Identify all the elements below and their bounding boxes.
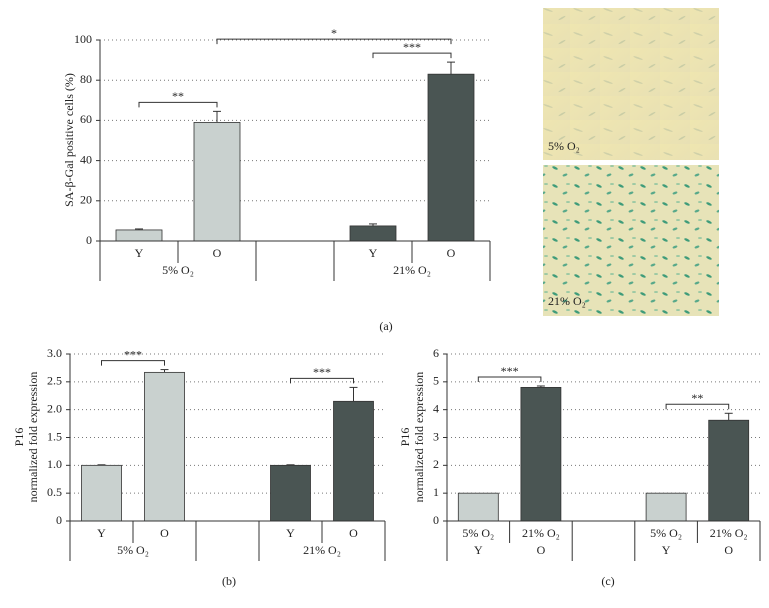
x-tick-label: Y (135, 246, 144, 260)
significance-bracket (216, 38, 452, 45)
x-tick-label: Y (286, 526, 295, 540)
micrograph (543, 8, 719, 160)
bar (520, 386, 562, 522)
significance-bracket (372, 52, 452, 59)
image-label: 5% O₂ (548, 139, 580, 153)
y-tick-label: 1.5 (47, 429, 62, 443)
x-tick-label: Y (369, 246, 378, 260)
significance-label: ** (172, 89, 184, 103)
y-axis-label: P16 (12, 428, 26, 447)
y-tick-label: 0 (433, 513, 439, 527)
significance-label: *** (313, 365, 331, 379)
significance-label: *** (403, 40, 421, 54)
bar (115, 229, 163, 242)
panel-caption: (c) (601, 574, 614, 588)
micrograph (543, 165, 719, 316)
y-tick-label: 1 (433, 485, 439, 499)
y-tick-label: 80 (80, 72, 92, 86)
y-tick-label: 3.0 (47, 346, 62, 360)
y-tick-label: 3 (433, 429, 439, 443)
group-label: 5% O₂ (117, 543, 149, 557)
y-tick-label: 60 (80, 112, 92, 126)
x-tick-label: O (537, 543, 546, 557)
y-tick-label: 6 (433, 346, 439, 360)
panel-caption: (a) (379, 319, 392, 333)
bar (349, 225, 397, 242)
significance-label: ** (691, 391, 703, 405)
significance-bracket (665, 403, 730, 410)
y-tick-label: 20 (80, 193, 92, 207)
y-tick-label: 40 (80, 152, 92, 166)
bar (645, 492, 687, 522)
x-tick-label: O (447, 246, 456, 260)
y-tick-label: 0.5 (47, 485, 62, 499)
y-axis-label: SA-β-Gal positive cells (%) (62, 73, 76, 207)
significance-label: * (331, 26, 337, 40)
y-tick-label: 2.5 (47, 374, 62, 388)
condition-label: 5% O₂ (462, 526, 494, 540)
y-tick-label: 4 (433, 401, 439, 415)
bar (457, 492, 499, 522)
y-tick-label: 1.0 (47, 457, 62, 471)
y-axis-label: normalized fold expression (412, 372, 426, 503)
significance-bracket (290, 377, 354, 384)
significance-label: *** (501, 364, 519, 378)
condition-label: 5% O₂ (650, 526, 682, 540)
significance-bracket (138, 101, 218, 108)
x-tick-label: Y (97, 526, 106, 540)
x-tick-label: Y (662, 543, 671, 557)
y-tick-label: 2 (433, 457, 439, 471)
group-label: 21% O₂ (393, 263, 431, 277)
x-tick-label: Y (474, 543, 483, 557)
significance-bracket (477, 376, 542, 383)
bar (144, 371, 185, 522)
bar (81, 464, 122, 522)
bar (193, 122, 241, 242)
significance-label: *** (124, 347, 142, 361)
y-axis-label: P16 (398, 428, 412, 447)
y-tick-label: 100 (74, 32, 92, 46)
significance-bracket (101, 360, 165, 366)
bar (333, 400, 374, 522)
y-tick-label: 2.0 (47, 401, 62, 415)
group-label: 5% O₂ (162, 263, 194, 277)
condition-label: 21% O₂ (522, 526, 560, 540)
bar (427, 73, 475, 242)
x-tick-label: O (213, 246, 222, 260)
condition-label: 21% O₂ (710, 526, 748, 540)
bar (708, 419, 750, 522)
bar (270, 464, 311, 522)
y-axis-label: normalized fold expression (26, 372, 40, 503)
panel-caption: (b) (222, 574, 236, 588)
y-tick-label: 5 (433, 374, 439, 388)
y-tick-label: 0 (56, 513, 62, 527)
group-label: 21% O₂ (303, 543, 341, 557)
x-tick-label: O (724, 543, 733, 557)
x-tick-label: O (160, 526, 169, 540)
y-tick-label: 0 (86, 233, 92, 247)
x-tick-label: O (349, 526, 358, 540)
image-label: 21% O₂ (548, 294, 586, 308)
